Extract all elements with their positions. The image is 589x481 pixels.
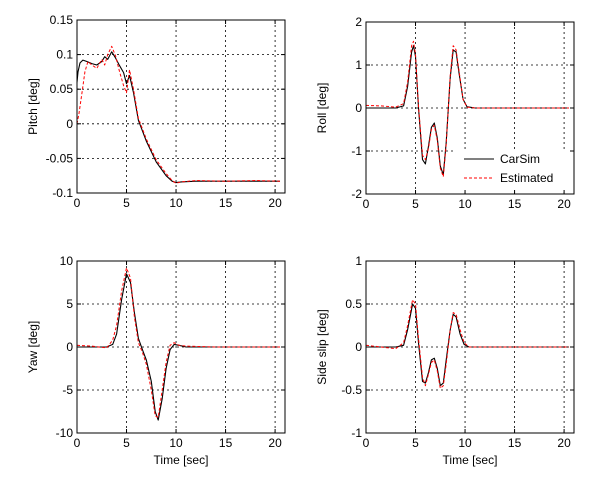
y-tick-label: -1 [351, 426, 362, 440]
x-tick-label: 0 [74, 196, 81, 210]
x-tick-label: 20 [557, 436, 571, 450]
y-tick-label: -5 [62, 383, 73, 397]
y-axis-label: Roll [deg] [315, 83, 329, 134]
x-axis-label: Time [sec] [154, 453, 209, 467]
chart-1: 0 5 10 15 20 -0.1 -0.05 0 0.05 0.1 0.15 Pitch [deg] [26, 13, 286, 210]
y-tick-label: 0 [66, 340, 73, 354]
x-tick-label: 5 [123, 196, 130, 210]
x-tick-label: 15 [219, 436, 233, 450]
y-axis-label: Pitch [deg] [26, 78, 40, 135]
legend-label: CarSim [500, 152, 540, 166]
series-line-estimated [76, 267, 280, 418]
x-tick-label: 10 [169, 196, 183, 210]
x-tick-label: 5 [412, 197, 419, 211]
chart-3: 0 5 10 15 20 -10 -5 0 5 10 Yaw [deg] Time [sec] [26, 254, 286, 467]
plot-frame [76, 19, 286, 194]
y-tick-label: 0.1 [56, 48, 73, 62]
legend: CarSim Estimated [456, 149, 570, 189]
x-tick-label: 15 [508, 197, 522, 211]
y-tick-label: 0 [355, 340, 362, 354]
x-tick-label: 15 [219, 196, 233, 210]
x-tick-label: 20 [557, 197, 571, 211]
x-tick-label: 10 [169, 436, 183, 450]
series-line-estimated [365, 299, 569, 389]
y-tick-label: -2 [351, 187, 362, 201]
y-axis-label: Yaw [deg] [26, 321, 40, 373]
y-tick-label: 0 [66, 117, 73, 131]
legend-label: Estimated [500, 171, 553, 185]
y-tick-label: 2 [355, 15, 362, 29]
plot-area [77, 20, 285, 193]
series-line-estimated [365, 40, 569, 178]
series-line-estimated [76, 45, 281, 184]
chart-4: 0 5 10 15 20 -1 -0.5 0 0.5 1 Side slip [deg] Time [… [315, 254, 575, 467]
y-tick-label: -10 [56, 426, 74, 440]
x-tick-label: 20 [268, 196, 282, 210]
legend-box [456, 149, 570, 189]
y-tick-label: -0.5 [341, 383, 362, 397]
x-tick-label: 15 [508, 436, 522, 450]
y-tick-label: 10 [60, 254, 74, 268]
x-tick-label: 5 [412, 436, 419, 450]
y-axis-label: Side slip [deg] [315, 309, 329, 384]
x-axis-label: Time [sec] [443, 453, 498, 467]
series-line-carsim [77, 273, 280, 421]
y-tick-label: 1 [355, 58, 362, 72]
x-tick-label: 5 [123, 436, 130, 450]
x-tick-label: 0 [363, 436, 370, 450]
chart-2: 0 5 10 15 20 -2 -1 0 1 2 Roll [deg] CarSim Estimated [315, 15, 575, 211]
x-tick-label: 10 [458, 436, 472, 450]
y-tick-label: 5 [66, 297, 73, 311]
y-tick-label: -1 [351, 144, 362, 158]
y-tick-label: 0.05 [50, 82, 74, 96]
y-tick-label: -0.05 [46, 151, 74, 165]
y-tick-label: 1 [355, 254, 362, 268]
y-tick-label: 0 [355, 101, 362, 115]
x-tick-label: 0 [74, 436, 81, 450]
y-tick-label: -0.1 [52, 186, 73, 200]
y-tick-label: 0.15 [50, 13, 74, 27]
x-tick-label: 0 [363, 197, 370, 211]
x-tick-label: 10 [458, 197, 472, 211]
y-tick-label: 0.5 [345, 297, 362, 311]
x-tick-label: 20 [268, 436, 282, 450]
